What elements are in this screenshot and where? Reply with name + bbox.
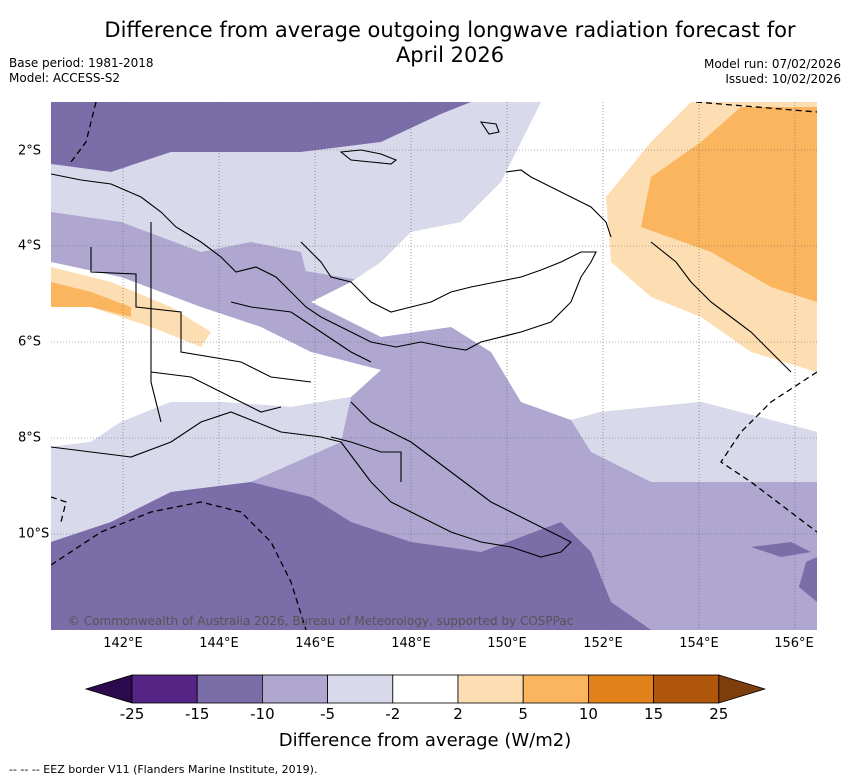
anomaly-region-positive-northeast-strong [641, 107, 817, 302]
title-line-2: April 2026 [395, 43, 505, 67]
colorbar-tick-label: -2 [385, 705, 401, 723]
anomaly-region-positive-west-strong [51, 282, 131, 317]
meta-left: Base period: 1981-2018 Model: ACCESS-S2 [9, 56, 154, 86]
colorbar-segment [588, 674, 655, 704]
colorbar-segment [457, 674, 524, 704]
colorbar-tick-label: 15 [644, 705, 664, 723]
x-tick-label: 154°E [679, 636, 719, 651]
chart-title: Difference from average outgoing longwav… [100, 18, 800, 68]
coastline-new-britain [505, 169, 612, 238]
colorbar [84, 674, 767, 704]
y-tick-label: 2°S [18, 143, 42, 159]
border-png-indonesia [150, 222, 162, 423]
colorbar-tick-label: -25 [119, 705, 145, 723]
x-tick-label: 144°E [199, 636, 239, 651]
anomaly-region-strong-south [51, 482, 651, 630]
coastline-bougainville [650, 241, 792, 373]
colorbar-tick-label: -5 [320, 705, 336, 723]
map-panel [51, 102, 817, 630]
x-tick-label: 142°E [103, 636, 143, 651]
colorbar-segment [327, 674, 394, 704]
y-tick-label: 6°S [18, 334, 42, 350]
island-small-north [479, 121, 500, 135]
colorbar-under-arrow [84, 674, 133, 704]
y-tick-label: 8°S [18, 430, 42, 446]
copyright-note: © Commonwealth of Australia 2026, Bureau… [68, 614, 574, 628]
eez-legend-note: -- -- -- EEZ border V11 (Flanders Marine… [9, 763, 318, 776]
colorbar-tick-label: 25 [709, 705, 729, 723]
model-run: Model run: 07/02/2026 [703, 57, 841, 71]
colorbar-tick-label: -10 [250, 705, 275, 723]
x-tick-label: 148°E [391, 636, 431, 651]
anomaly-region-light-southwest [51, 397, 351, 542]
coastline-south [51, 401, 572, 558]
x-tick-label: 146°E [295, 636, 335, 651]
title-line-1: Difference from average outgoing longwav… [104, 18, 796, 42]
eez-border-west [51, 496, 67, 523]
y-tick-label: 4°S [18, 238, 42, 254]
colorbar-over-arrow [718, 674, 767, 704]
x-tick-label: 156°E [774, 636, 814, 651]
coastlines [51, 121, 792, 558]
colorbar-tick-label: 5 [518, 705, 528, 723]
anomaly-region-moderate-mid [201, 242, 311, 302]
model-name: Model: ACCESS-S2 [9, 71, 121, 85]
colorbar-tick-label: 10 [578, 705, 598, 723]
colorbar-tick-label: 2 [453, 705, 463, 723]
colorbar-title: Difference from average (W/m2) [278, 730, 572, 751]
eez-border-northwest [70, 102, 97, 163]
coastline-gulf [150, 371, 282, 413]
anomaly-patch-east [751, 542, 811, 557]
colorbar-segment [261, 674, 328, 704]
y-tick-label: 10°S [18, 526, 50, 542]
eez-border-northeast [695, 102, 817, 113]
meta-right: Model run: 07/02/2026 Issued: 10/02/2026 [704, 57, 841, 87]
colorbar-segment [653, 674, 720, 704]
gridlines [51, 102, 817, 630]
borders [90, 222, 402, 482]
colorbar-segment [131, 674, 198, 704]
issued-date: Issued: 10/02/2026 [725, 72, 841, 86]
x-tick-label: 150°E [487, 636, 527, 651]
border-provinces-south [330, 436, 402, 482]
border-provinces-mid [230, 301, 372, 363]
border-provinces-west [90, 247, 312, 383]
eez-border-east [720, 371, 817, 533]
base-period: Base period: 1981-2018 [9, 56, 154, 70]
island-manus [339, 149, 398, 165]
anomaly-patch-far-east [799, 557, 817, 602]
eez-border-south [51, 501, 307, 630]
colorbar-segment [196, 674, 263, 704]
colorbar-tick-label: -15 [184, 705, 210, 723]
anomaly-region-top-strong [51, 102, 471, 172]
olr-anomaly-map [51, 102, 817, 630]
anomaly-region-light-east [571, 402, 817, 482]
coastline-north [51, 173, 597, 351]
eez-borders [51, 102, 817, 630]
colorbar-segment [522, 674, 589, 704]
x-tick-label: 152°E [583, 636, 623, 651]
colorbar-segment [392, 674, 459, 704]
